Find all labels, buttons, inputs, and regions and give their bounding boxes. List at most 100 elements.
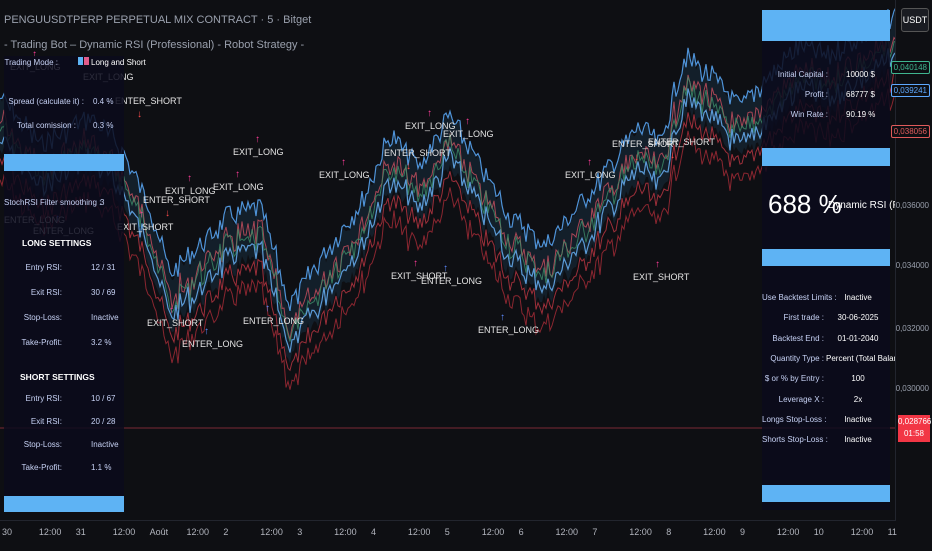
strategy-title: - Trading Bot – Dynamic RSI (Professiona… [4, 39, 305, 51]
arrow-up-icon: ↑ [465, 116, 470, 127]
trade-label: ENTER_SHORT [115, 96, 182, 106]
currency-button[interactable]: USDT [901, 8, 929, 32]
backtest-setting-label: Leverage X : [778, 394, 824, 404]
price-tag: 0,039241 [890, 84, 930, 97]
backtest-setting-value: 2x [853, 394, 863, 404]
time-tick-label: 10 [813, 527, 824, 537]
backtest-setting-value: 100 [851, 374, 865, 384]
trade-label: EXIT_LONG [165, 186, 216, 196]
long-settings-title: LONG SETTINGS [22, 238, 92, 248]
current-price-tag: 0,028766 01:58 [898, 415, 932, 442]
arrow-up-icon: ↑ [204, 326, 209, 337]
mode-swatch-icon [78, 57, 83, 65]
time-tick-label: 12:00 [629, 527, 652, 537]
arrow-down-icon: ↓ [670, 150, 675, 161]
upper-band-line [0, 7, 896, 312]
backtest-setting-label: First trade : [783, 313, 824, 323]
spread-label: Spread (calculate it) : [8, 97, 84, 106]
current-price: 0,028766 [898, 417, 932, 426]
time-tick-label: 12:00 [703, 527, 726, 537]
time-tick-label: 30 [2, 527, 13, 537]
short-settings-title: SHORT SETTINGS [20, 372, 95, 382]
price-tick-label: 0,034000 [895, 261, 929, 270]
time-tick-label: 12:00 [481, 527, 505, 537]
left-panel-footer-band [4, 496, 124, 512]
capital-label: Win Rate : [790, 110, 828, 119]
time-tick-label: 3 [297, 527, 303, 537]
time-tick-label: 12:00 [334, 527, 357, 537]
backtest-setting-value: Percent (Total Balance) [826, 353, 910, 363]
time-tick-label: 12:00 [555, 527, 579, 537]
short-setting-value: 10 / 67 [91, 394, 116, 403]
short-setting-value: 1.1 % [91, 463, 112, 472]
trade-label: ENTER_LONG [182, 339, 244, 349]
arrow-down-icon: ↓ [634, 152, 639, 163]
trade-label: EXIT_LONG [233, 147, 284, 157]
time-tick-label: 31 [75, 527, 86, 537]
backtest-setting-value: Inactive [844, 435, 872, 445]
backtest-setting-label: $ or % by Entry : [764, 374, 824, 384]
stochrsi-label: StochRSI Filter smoothing : [4, 198, 102, 207]
stochrsi-value: 3 [100, 198, 105, 207]
arrow-up-icon: ↑ [443, 263, 448, 274]
capital-label: Initial Capital : [777, 70, 828, 79]
trade-label: EXIT_SHORT [117, 222, 174, 232]
price-line-red [0, 33, 896, 340]
time-tick-label: 5 [444, 527, 450, 537]
time-tick-label: 6 [518, 527, 524, 537]
arrow-up-icon: ↑ [235, 169, 240, 180]
long-setting-label: Exit RSI: [30, 288, 62, 297]
backtest-setting-label: Backtest End : [772, 333, 824, 343]
left-panel-band [4, 154, 124, 171]
time-tick-label: 12:00 [38, 527, 62, 537]
arrow-up-icon: ↑ [587, 157, 592, 168]
arrow-up-icon: ↑ [169, 305, 174, 316]
long-setting-label: Entry RSI: [25, 263, 62, 272]
trade-label: EXIT_LONG [565, 170, 616, 180]
mid-band-line [0, 48, 896, 353]
price-line-green [0, 36, 896, 342]
trade-label: ENTER_SHORT [384, 148, 451, 158]
trade-label: EXIT_SHORT [633, 272, 690, 282]
long-setting-value: 12 / 31 [91, 263, 116, 272]
capital-value: 10000 $ [846, 70, 875, 79]
backtest-setting-value: Inactive [844, 293, 872, 302]
commission-label: Total comission : [16, 121, 76, 130]
total-return-percent: 688 % [768, 189, 842, 219]
short-setting-label: Entry RSI: [25, 394, 62, 403]
trade-label: EXIT_SHORT [391, 271, 448, 281]
time-tick-label: 4 [371, 527, 377, 537]
time-tick-label: 12:00 [776, 527, 800, 537]
left-settings-panel [4, 56, 124, 504]
arrow-up-icon: ↑ [139, 209, 144, 220]
time-tick-label: 12:00 [850, 527, 874, 537]
time-tick-label: 11 [887, 527, 897, 537]
trade-label: EXIT_SHORT [147, 318, 204, 328]
trading-mode-value: Long and Short [91, 58, 146, 67]
arrow-down-icon: ↓ [165, 208, 170, 219]
trade-label: EXIT_LONG [319, 170, 370, 180]
trade-label: EXIT_LONG [443, 129, 494, 139]
trade-label: ENTER_SHORT [612, 139, 679, 149]
time-tick-label: 8 [666, 527, 672, 537]
backtest-setting-label: Longs Stop-Loss : [762, 414, 827, 424]
long-setting-label: Stop-Loss: [23, 313, 62, 322]
time-tick-label: 2 [223, 527, 229, 537]
candle-countdown: 01:58 [903, 429, 925, 438]
arrow-up-icon: ↑ [341, 157, 346, 168]
right-panel-mid-band [762, 148, 890, 166]
time-tick-label: 12:00 [407, 527, 431, 537]
arrow-down-icon: ↓ [406, 161, 411, 172]
long-setting-label: Take-Profit: [21, 338, 62, 347]
time-tick-label: Août [149, 527, 169, 537]
price-axis[interactable]: USDT [895, 0, 932, 550]
strategy-name: Dynamic RSI (Pro) [828, 200, 912, 211]
price-chart[interactable] [0, 0, 896, 520]
arrow-down-icon: ↓ [137, 109, 142, 120]
trade-label: EXIT_LONG [213, 182, 264, 192]
right-panel-band [762, 249, 890, 266]
time-axis[interactable]: 30 12:00 31 12:00 Août 12:00 2 12:00 3 12:00 4 12:0… [0, 520, 897, 551]
backtest-setting-value: 30-06-2025 [837, 313, 879, 323]
arrow-up-icon: ↑ [413, 258, 418, 269]
short-setting-value: Inactive [91, 440, 119, 449]
